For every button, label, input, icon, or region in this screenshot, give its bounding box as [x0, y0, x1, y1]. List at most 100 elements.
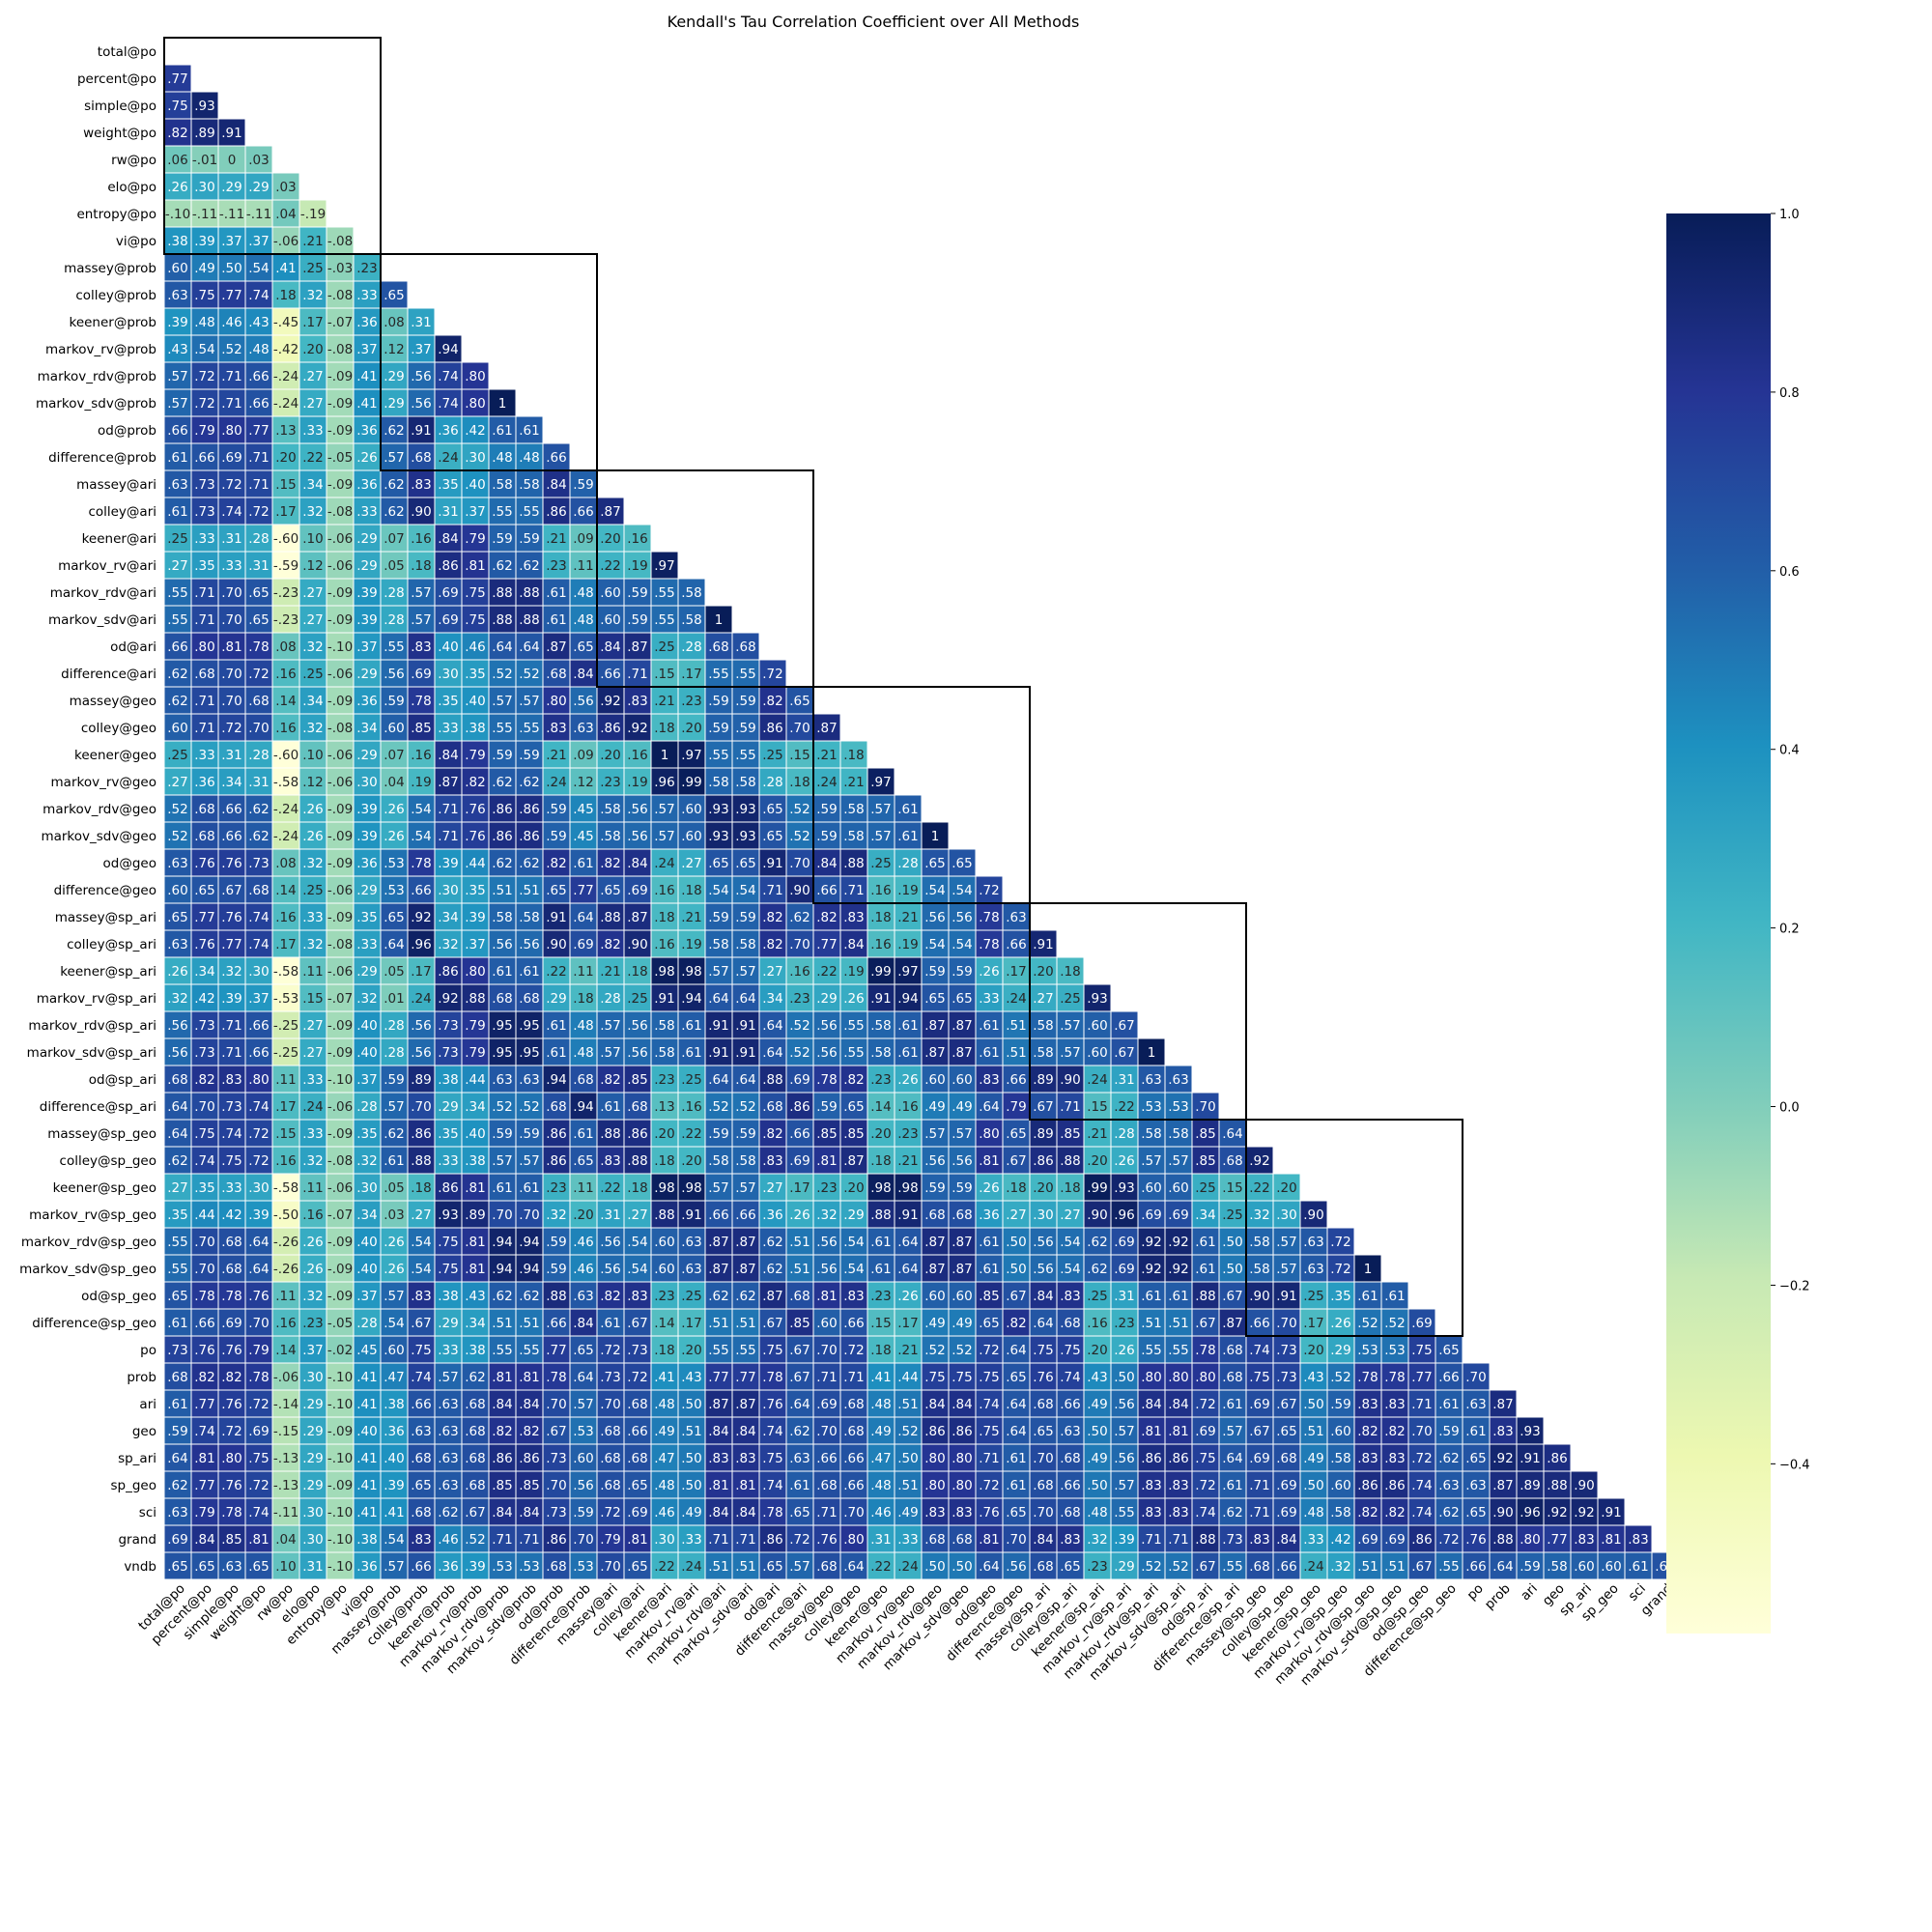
cell-value-label: .27 [411, 1208, 431, 1223]
cell-value-label: .94 [897, 991, 918, 1007]
cell-value-label: .33 [681, 1532, 701, 1548]
cell-value-label: .64 [384, 937, 404, 952]
cell-value-label: .74 [979, 1397, 999, 1412]
cell-value-label: .68 [1222, 1153, 1242, 1169]
cell-value-label: .55 [735, 667, 755, 682]
heatmap-cell [569, 605, 598, 634]
row-label: sp_ari [118, 1451, 156, 1466]
heatmap-cell [677, 578, 706, 607]
cell-value-label: .81 [465, 1180, 485, 1196]
cell-value-label: .74 [1249, 1343, 1269, 1358]
cell-value-label: .52 [519, 667, 539, 682]
row-label: grand [118, 1532, 156, 1548]
cell-value-label: .89 [1520, 1478, 1540, 1493]
cell-value-label: .84 [816, 856, 837, 871]
cell-value-label: .19 [843, 964, 864, 980]
row-label: difference@prob [48, 450, 156, 466]
cell-value-label: .68 [546, 667, 566, 682]
cell-value-label: .61 [1384, 1289, 1405, 1304]
cell-value-label: .17 [411, 964, 431, 980]
cell-value-label: .80 [1520, 1532, 1540, 1548]
cell-value-label: .32 [302, 1289, 323, 1304]
cell-value-label: .36 [194, 775, 214, 790]
cell-value-label: .25 [302, 667, 323, 682]
cell-value-label: .57 [1141, 1153, 1161, 1169]
cell-value-label: .71 [492, 1532, 512, 1548]
cell-value-label: .61 [384, 1153, 404, 1169]
cell-value-label: .83 [708, 1451, 728, 1466]
cell-value-label: .63 [1060, 1424, 1080, 1439]
cell-value-label: .81 [519, 1370, 539, 1385]
cell-value-label: .65 [248, 585, 269, 601]
heatmap-cell [596, 551, 625, 580]
cell-value-label: .52 [1384, 1316, 1405, 1331]
cell-value-label: .70 [221, 585, 242, 601]
cell-value-label: .52 [789, 829, 810, 844]
cell-value-label: .59 [735, 721, 755, 736]
cell-value-label: .81 [735, 1478, 755, 1493]
cell-value-label: .63 [411, 1424, 431, 1439]
cell-value-label: .87 [627, 910, 647, 925]
cell-value-label: .52 [1330, 1370, 1350, 1385]
cell-value-label: .35 [194, 558, 214, 574]
cell-value-label: .11 [302, 1180, 323, 1196]
cell-value-label: .64 [979, 1099, 999, 1115]
cell-value-label: .59 [816, 802, 837, 817]
cell-value-label: .41 [870, 1370, 891, 1385]
cell-value-label: .62 [492, 775, 512, 790]
cell-value-label: .50 [681, 1397, 701, 1412]
cell-value-label: .75 [411, 1343, 431, 1358]
cell-value-label: .58 [843, 802, 864, 817]
cell-value-label: .33 [302, 423, 323, 439]
cell-value-label: .90 [546, 937, 566, 952]
heatmap-cell [190, 524, 219, 553]
cell-value-label: .52 [789, 802, 810, 817]
cell-value-label: .67 [627, 1316, 647, 1331]
cell-value-label: .68 [167, 1370, 187, 1385]
cell-value-label: .63 [167, 1505, 187, 1520]
cell-value-label: .31 [600, 1208, 620, 1223]
cell-value-label: -.09 [327, 1235, 353, 1250]
cell-value-label: .27 [627, 1208, 647, 1223]
cell-value-label: .05 [384, 558, 404, 574]
cell-value-label: .88 [600, 910, 620, 925]
cell-value-label: .61 [897, 1018, 918, 1034]
cell-value-label: .64 [248, 1262, 269, 1277]
cell-value-label: .75 [248, 1451, 269, 1466]
cell-value-label: .70 [519, 1208, 539, 1223]
cell-value-label: .83 [924, 1505, 945, 1520]
cell-value-label: .84 [519, 1505, 539, 1520]
cell-value-label: .46 [573, 1235, 593, 1250]
heatmap-cell [353, 361, 382, 390]
row-label: prob [127, 1370, 156, 1385]
cell-value-label: .83 [1060, 1532, 1080, 1548]
cell-value-label: .70 [546, 1478, 566, 1493]
cell-value-label: .95 [492, 1045, 512, 1061]
cell-value-label: .27 [1033, 991, 1053, 1007]
cell-value-label: .82 [1357, 1424, 1378, 1439]
cell-value-label: .61 [1438, 1397, 1459, 1412]
cell-value-label: .46 [573, 1262, 593, 1277]
cell-value-label: .82 [465, 775, 485, 790]
cell-value-label: .82 [600, 856, 620, 871]
cell-value-label: .91 [411, 423, 431, 439]
cell-value-label: .71 [816, 1505, 837, 1520]
cell-value-label: .29 [356, 667, 377, 682]
row-label: simple@po [84, 99, 156, 114]
cell-value-label: .18 [843, 748, 864, 763]
cell-value-label: .37 [465, 937, 485, 952]
cell-value-label: .85 [411, 721, 431, 736]
cell-value-label: -.45 [273, 315, 298, 330]
cell-value-label: .16 [627, 531, 647, 547]
cell-value-label: .21 [843, 775, 864, 790]
cell-value-label: .73 [438, 1018, 458, 1034]
heatmap-cell [515, 469, 544, 498]
cell-value-label: .61 [1006, 1478, 1026, 1493]
cell-value-label: .19 [897, 883, 918, 898]
cell-value-label: .65 [789, 694, 810, 709]
cell-value-label: .55 [654, 585, 674, 601]
cell-value-label: .60 [600, 585, 620, 601]
cell-value-label: .64 [573, 910, 593, 925]
cell-value-label: .51 [708, 1316, 728, 1331]
heatmap-cell [217, 361, 246, 390]
